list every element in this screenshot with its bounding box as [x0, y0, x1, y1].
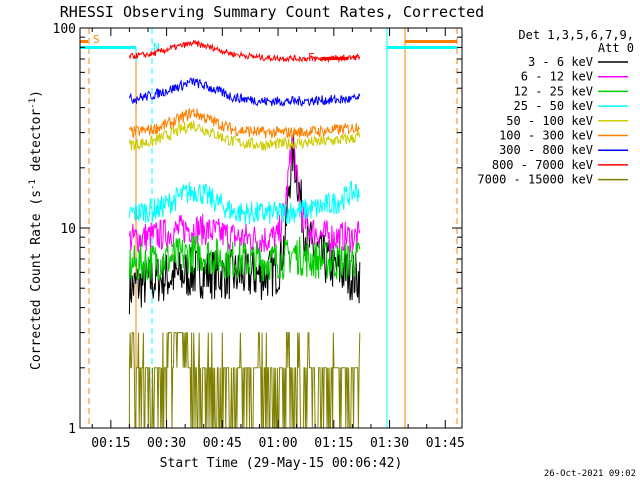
- x-axis-label: Start Time (29-May-15 00:06:42): [160, 456, 403, 471]
- series-50-100kev: [128, 120, 361, 151]
- series-line-3: [128, 180, 361, 225]
- x-tick-label-4: 01:15: [314, 436, 353, 451]
- annotation-f: F: [308, 51, 315, 64]
- y-label-mid: detector: [29, 109, 44, 180]
- legend-header-detectors: Det 1,3,5,6,7,9,: [518, 28, 634, 42]
- y-axis-label: Corrected Count Rate (s-1 detector-1): [28, 90, 44, 370]
- legend-label-5: 100 - 300 keV: [499, 129, 593, 143]
- y-label-sup2: -1: [28, 98, 38, 109]
- legend-label-7: 800 - 7000 keV: [492, 158, 593, 172]
- x-tick-label-1: 00:30: [147, 436, 186, 451]
- series-100-300kev: [128, 107, 360, 141]
- legend-label-4: 50 - 100 keV: [506, 114, 593, 128]
- series-line-1: [128, 137, 361, 254]
- series-25-50kev: [128, 180, 361, 225]
- y-label-sup1: -1: [28, 179, 38, 190]
- legend-label-2: 12 - 25 keV: [514, 84, 593, 98]
- x-tick-label-5: 01:30: [370, 436, 409, 451]
- series-12-25kev: [128, 235, 361, 283]
- plot-area: [128, 39, 361, 429]
- night-bar-left: [80, 46, 136, 49]
- x-axis: 00:15 00:30 00:45 01:00 01:15 01:30 01:45: [91, 28, 465, 451]
- series-line-4: [128, 120, 361, 151]
- annotation-n: N: [153, 41, 160, 54]
- y-tick-label-1: 10: [60, 222, 76, 237]
- legend-label-8: 7000 - 15000 keV: [477, 173, 593, 187]
- x-tick-label-3: 01:00: [258, 436, 297, 451]
- series-line-5: [128, 107, 360, 141]
- series-line-6: [128, 77, 361, 107]
- legend-header-attenuator: Att 0: [598, 41, 634, 55]
- series-line-2: [128, 235, 361, 283]
- series-800-7000kev: [128, 39, 361, 64]
- x-tick-label-0: 00:15: [91, 436, 130, 451]
- series-300-800kev: [128, 77, 361, 107]
- y-tick-label-0: 1: [68, 422, 76, 437]
- legend-label-1: 6 - 12 keV: [521, 70, 593, 84]
- night-bar-right: [387, 46, 457, 49]
- legend-label-6: 300 - 800 keV: [499, 143, 593, 157]
- annotation-s: S: [93, 33, 100, 46]
- legend-label-0: 3 - 6 keV: [528, 55, 593, 69]
- y-tick-label-2: 100: [53, 22, 76, 37]
- legend-label-3: 25 - 50 keV: [514, 99, 593, 113]
- y-axis: 1 10 100: [53, 22, 462, 437]
- y-label-suffix: ): [29, 90, 44, 98]
- y-label-prefix: Corrected Count Rate (s: [29, 190, 44, 370]
- x-tick-label-6: 01:45: [426, 436, 465, 451]
- x-tick-label-2: 00:45: [203, 436, 242, 451]
- footer-timestamp: 26-Oct-2021 09:02: [544, 469, 636, 479]
- saa-bar-right: [405, 40, 457, 43]
- series-6-12kev: [128, 137, 361, 254]
- saa-bar-left: [80, 40, 88, 43]
- chart-title: RHESSI Observing Summary Count Rates, Co…: [60, 3, 484, 21]
- series-line-7: [128, 39, 361, 64]
